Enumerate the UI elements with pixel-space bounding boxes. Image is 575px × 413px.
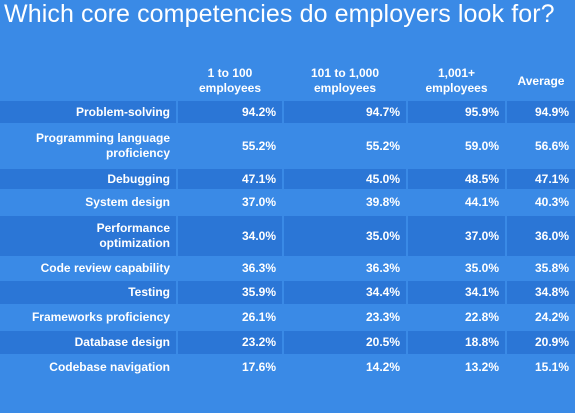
value-cell: 45.0% [284, 169, 406, 189]
row-label: Problem-solving [0, 101, 176, 123]
title: Which core competencies do employers loo… [4, 0, 555, 28]
row-label: Codebase navigation [49, 360, 170, 374]
value-cell: 35.0% [284, 216, 406, 256]
value-cell: 34.1% [408, 281, 505, 304]
column-header: 101 to 1,000 employees [310, 66, 380, 95]
value-cell: 20.5% [284, 331, 406, 354]
value-cell: 24.2% [534, 310, 569, 324]
value-cell: 35.9% [178, 281, 282, 304]
row-label: Programming language proficiency [35, 131, 170, 160]
value-cell: 18.8% [408, 331, 505, 354]
row-label: System design [85, 195, 170, 209]
value-cell: 37.0% [241, 195, 276, 209]
value-cell: 94.9% [507, 101, 575, 123]
value-cell: 36.3% [365, 261, 400, 275]
value-cell: 59.0% [464, 138, 499, 153]
value-cell: 47.1% [507, 169, 575, 189]
value-cell: 14.2% [365, 360, 400, 374]
value-cell: 37.0% [408, 216, 505, 256]
value-cell: 47.1% [178, 169, 282, 189]
value-cell: 34.4% [284, 281, 406, 304]
column-header: 1 to 100 employees [198, 66, 262, 95]
row-label: Testing [0, 281, 176, 304]
value-cell: 39.8% [365, 195, 400, 209]
value-cell: 20.9% [507, 331, 575, 354]
value-cell: 26.1% [241, 310, 276, 324]
column-header: 1,001+ employees [425, 66, 488, 95]
row-label: Frameworks proficiency [31, 310, 170, 324]
value-cell: 23.2% [178, 331, 282, 354]
value-cell: 48.5% [408, 169, 505, 189]
value-cell: 55.2% [241, 138, 276, 153]
value-cell: 94.2% [178, 101, 282, 123]
value-cell: 55.2% [365, 138, 400, 153]
row-label: Database design [0, 331, 176, 354]
value-cell: 13.2% [464, 360, 499, 374]
value-cell: 95.9% [408, 101, 505, 123]
row-label: Debugging [0, 169, 176, 189]
value-cell: 15.1% [534, 360, 569, 374]
value-cell: 17.6% [241, 360, 276, 374]
value-cell: 23.3% [365, 310, 400, 324]
row-label: Performance optimization [0, 216, 176, 256]
value-cell: 35.8% [534, 261, 569, 275]
value-cell: 44.1% [464, 195, 499, 209]
value-cell: 36.0% [507, 216, 575, 256]
value-cell: 40.3% [534, 195, 569, 209]
value-cell: 56.6% [534, 138, 569, 153]
value-cell: 22.8% [464, 310, 499, 324]
row-label: Code review capability [40, 261, 170, 275]
value-cell: 34.0% [178, 216, 282, 256]
value-cell: 35.0% [464, 261, 499, 275]
value-cell: 36.3% [241, 261, 276, 275]
column-header: Average [517, 73, 565, 88]
value-cell: 34.8% [507, 281, 575, 304]
value-cell: 94.7% [284, 101, 406, 123]
